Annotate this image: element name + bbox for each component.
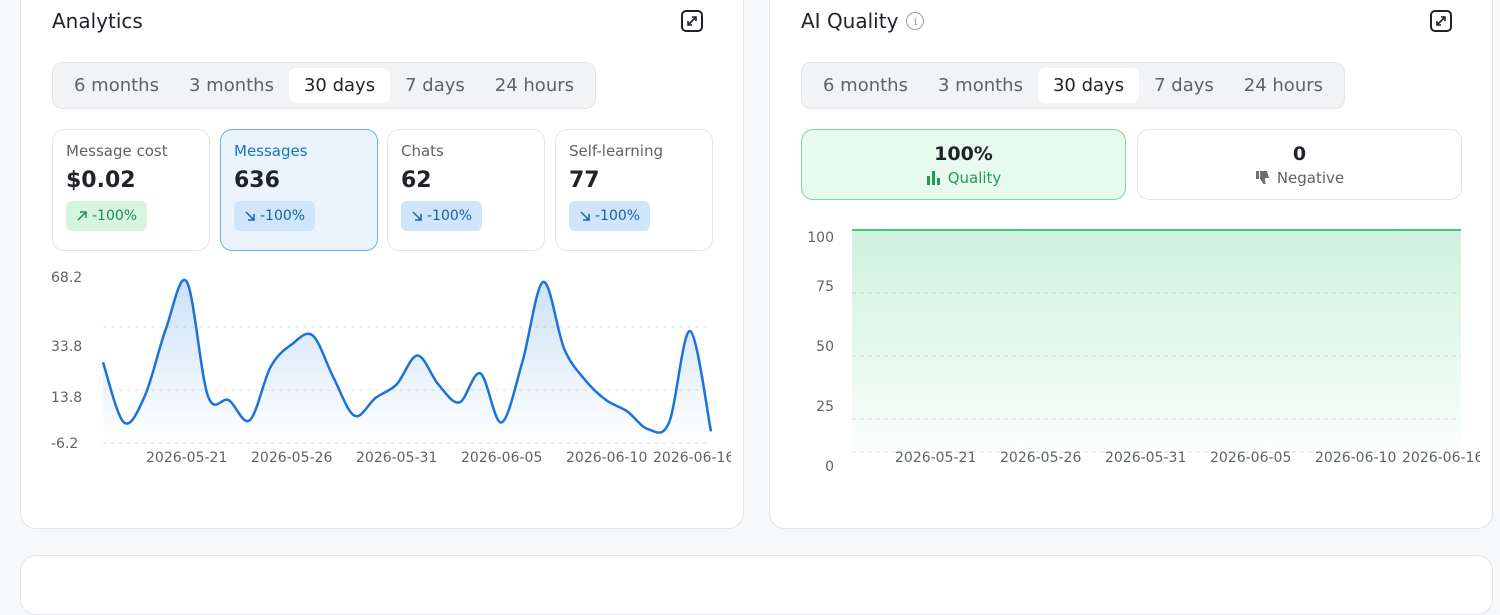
tab-3-months[interactable]: 3 months: [188, 75, 274, 96]
ai-quality-expand-button[interactable]: [1430, 10, 1452, 32]
y-tick-label: 25: [816, 399, 834, 415]
tab-24-hours[interactable]: 24 hours: [494, 75, 574, 96]
quality-value: 100%: [934, 142, 993, 165]
analytics-expand-button[interactable]: [681, 10, 703, 32]
analytics-card: Analytics 6 months 3 months 30 days 7 da…: [20, 0, 744, 529]
tab-30-days[interactable]: 30 days: [1037, 68, 1140, 103]
tab-7-days[interactable]: 7 days: [1154, 75, 1214, 96]
x-tick-label: 2026-05-26: [251, 450, 332, 466]
negative-value: 0: [1292, 142, 1307, 165]
y-tick-label: 0: [825, 459, 834, 475]
negative-label: Negative: [1255, 169, 1344, 187]
arrow-up-right-icon: [77, 211, 87, 221]
metric-self-learning[interactable]: Self-learning 77 -100%: [555, 129, 713, 251]
y-tick-label: 33.8: [51, 339, 82, 355]
arrow-down-right-icon: [412, 211, 422, 221]
info-icon[interactable]: i: [906, 12, 925, 30]
tab-24-hours[interactable]: 24 hours: [1243, 75, 1323, 96]
arrow-down-right-icon: [245, 211, 255, 221]
x-tick-label: 2026-06-10: [1315, 450, 1396, 466]
metric-label: Messages: [234, 142, 308, 160]
x-tick-label: 2026-06-05: [1210, 450, 1291, 466]
trend-badge: -100%: [234, 201, 316, 231]
y-tick-label: 68.2: [51, 271, 82, 286]
tab-30-days[interactable]: 30 days: [288, 68, 391, 103]
metric-chats[interactable]: Chats 62 -100%: [387, 129, 545, 251]
bar-chart-icon: [926, 170, 940, 185]
y-tick-label: 50: [816, 339, 834, 355]
x-tick-label: 2026-05-31: [1105, 450, 1186, 466]
x-tick-label: 2026-05-21: [146, 450, 227, 466]
metric-label: Chats: [401, 142, 444, 160]
x-tick-label: 2026-05-26: [1000, 450, 1081, 466]
y-tick-label: 100: [807, 230, 834, 246]
x-tick-label: 2026-06-05: [461, 450, 542, 466]
quality-range-tabs: 6 months 3 months 30 days 7 days 24 hour…: [801, 62, 1345, 109]
metric-value: $0.02: [66, 168, 136, 193]
arrow-down-right-icon: [580, 211, 590, 221]
tab-3-months[interactable]: 3 months: [937, 75, 1023, 96]
metric-messages[interactable]: Messages 636 -100%: [220, 129, 378, 251]
trend-badge: -100%: [401, 201, 483, 231]
negative-tile[interactable]: 0 Negative: [1137, 129, 1462, 200]
analytics-range-tabs: 6 months 3 months 30 days 7 days 24 hour…: [52, 62, 596, 109]
quality-area-chart: 100 75 50 25 0 2026-05-21 2026-05-26 2026-05-31…: [807, 229, 1480, 475]
trend-badge: -100%: [66, 201, 148, 231]
y-tick-label: -6.2: [51, 436, 78, 452]
metric-label: Self-learning: [569, 142, 663, 160]
bottom-card: [20, 555, 1493, 615]
tab-6-months[interactable]: 6 months: [823, 75, 908, 96]
x-tick-label: 2026-05-31: [356, 450, 437, 466]
x-tick-label: 2026-06-16: [1402, 450, 1480, 466]
quality-tile[interactable]: 100% Quality: [801, 129, 1126, 200]
x-tick-label: 2026-06-10: [566, 450, 647, 466]
x-tick-label: 2026-06-16: [653, 450, 731, 466]
metric-label: Message cost: [66, 142, 168, 160]
ai-quality-title: AI Quality i: [801, 9, 925, 33]
y-tick-label: 75: [816, 279, 834, 295]
expand-icon: [687, 16, 697, 26]
trend-badge: -100%: [569, 201, 651, 231]
analytics-title: Analytics: [52, 9, 143, 33]
tab-7-days[interactable]: 7 days: [405, 75, 465, 96]
tab-6-months[interactable]: 6 months: [74, 75, 159, 96]
quality-label: Quality: [926, 169, 1001, 187]
metric-value: 62: [401, 168, 432, 193]
messages-line-chart: 68.2 33.8 13.8 -6.2 2026-05-21 2026-05-26 2026…: [51, 271, 731, 466]
expand-icon: [1436, 16, 1446, 26]
x-tick-label: 2026-05-21: [895, 450, 976, 466]
metric-message-cost[interactable]: Message cost $0.02 -100%: [52, 129, 210, 251]
metric-value: 77: [569, 168, 600, 193]
metric-value: 636: [234, 168, 280, 193]
thumbs-down-icon: [1255, 170, 1269, 184]
y-tick-label: 13.8: [51, 390, 82, 406]
messages-area: [103, 279, 711, 443]
quality-area: [852, 230, 1461, 452]
ai-quality-card: AI Quality i 6 months 3 months 30 days 7…: [769, 0, 1493, 529]
messages-line: [101, 278, 713, 434]
